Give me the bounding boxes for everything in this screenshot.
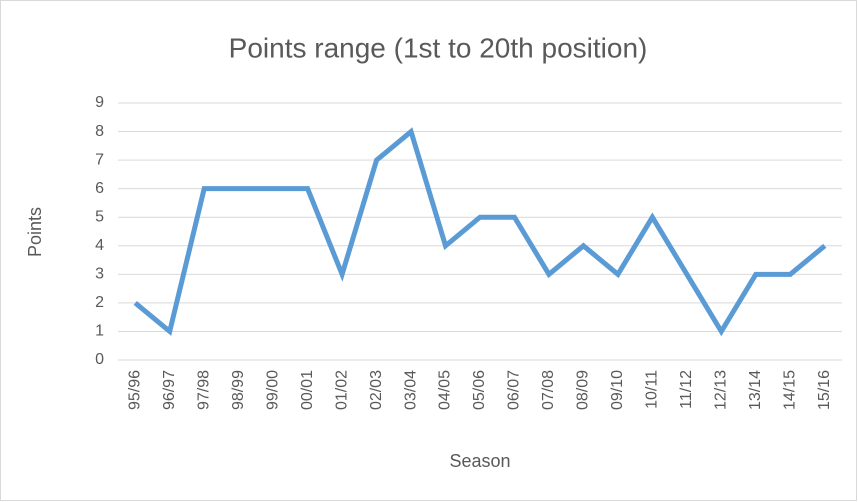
- y-tick-label: 8: [95, 123, 104, 140]
- x-tick-label: 08/09: [575, 370, 592, 410]
- x-tick-label: 04/05: [437, 370, 454, 410]
- x-tick-label: 01/02: [333, 370, 350, 410]
- y-tick-label: 7: [95, 151, 104, 168]
- x-tick-label: 07/08: [540, 370, 557, 410]
- x-tick-label: 12/13: [713, 370, 730, 410]
- x-tick-label: 06/07: [506, 370, 523, 410]
- y-tick-label: 1: [95, 323, 104, 340]
- x-tick-label: 97/98: [195, 370, 212, 410]
- y-tick-label: 0: [95, 351, 104, 368]
- x-tick-label: 99/00: [264, 370, 281, 410]
- x-tick-label: 10/11: [644, 370, 661, 409]
- x-tick-label: 98/99: [230, 370, 247, 410]
- x-tick-label: 05/06: [471, 370, 488, 410]
- x-tick-label: 00/01: [299, 370, 316, 410]
- y-tick-label: 6: [95, 180, 104, 197]
- x-axis-label: Season: [449, 451, 510, 471]
- x-tick-label: 13/14: [747, 370, 764, 410]
- x-tick-label: 11/12: [678, 370, 695, 409]
- y-tick-label: 2: [95, 294, 104, 311]
- chart-title: Points range (1st to 20th position): [229, 32, 648, 63]
- x-tick-label: 14/15: [782, 370, 799, 410]
- y-tick-label: 5: [95, 208, 104, 225]
- x-tick-label: 95/96: [126, 370, 143, 410]
- x-tick-label: 15/16: [816, 370, 833, 410]
- y-tick-label: 4: [95, 237, 104, 254]
- x-tick-label: 03/04: [402, 370, 419, 410]
- line-series: [133, 127, 827, 337]
- y-tick-label: 3: [95, 266, 104, 283]
- y-axis-label: Points: [25, 207, 45, 257]
- x-tick-label: 96/97: [161, 370, 178, 410]
- x-tick-label: 02/03: [368, 370, 385, 410]
- y-tick-label: 9: [95, 94, 104, 111]
- x-tick-label: 09/10: [609, 370, 626, 410]
